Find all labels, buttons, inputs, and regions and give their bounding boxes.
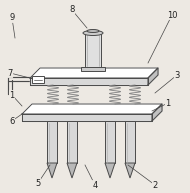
Bar (105, 121, 115, 163)
Bar (85, 33, 101, 68)
Polygon shape (22, 114, 152, 121)
Polygon shape (22, 104, 162, 114)
Ellipse shape (83, 30, 103, 36)
Text: 3: 3 (174, 70, 180, 80)
Polygon shape (152, 104, 162, 121)
Text: 8: 8 (69, 5, 75, 14)
Polygon shape (30, 78, 148, 85)
Text: 10: 10 (167, 10, 177, 19)
Polygon shape (125, 163, 135, 178)
Bar (67, 121, 77, 163)
Text: 4: 4 (92, 180, 98, 190)
Text: 7: 7 (7, 69, 13, 78)
Polygon shape (105, 163, 115, 178)
Polygon shape (148, 68, 158, 85)
Text: 2: 2 (152, 180, 158, 190)
Ellipse shape (87, 30, 99, 32)
Text: 5: 5 (35, 179, 41, 188)
Polygon shape (47, 163, 57, 178)
Bar (47, 121, 57, 163)
Polygon shape (67, 163, 77, 178)
Text: 1: 1 (9, 91, 15, 100)
Bar (125, 121, 135, 163)
Text: 9: 9 (9, 14, 15, 23)
Bar (81, 67, 105, 71)
Text: 1: 1 (165, 98, 171, 108)
Bar (32, 76, 44, 83)
Polygon shape (30, 68, 158, 78)
Text: 6: 6 (9, 117, 15, 125)
